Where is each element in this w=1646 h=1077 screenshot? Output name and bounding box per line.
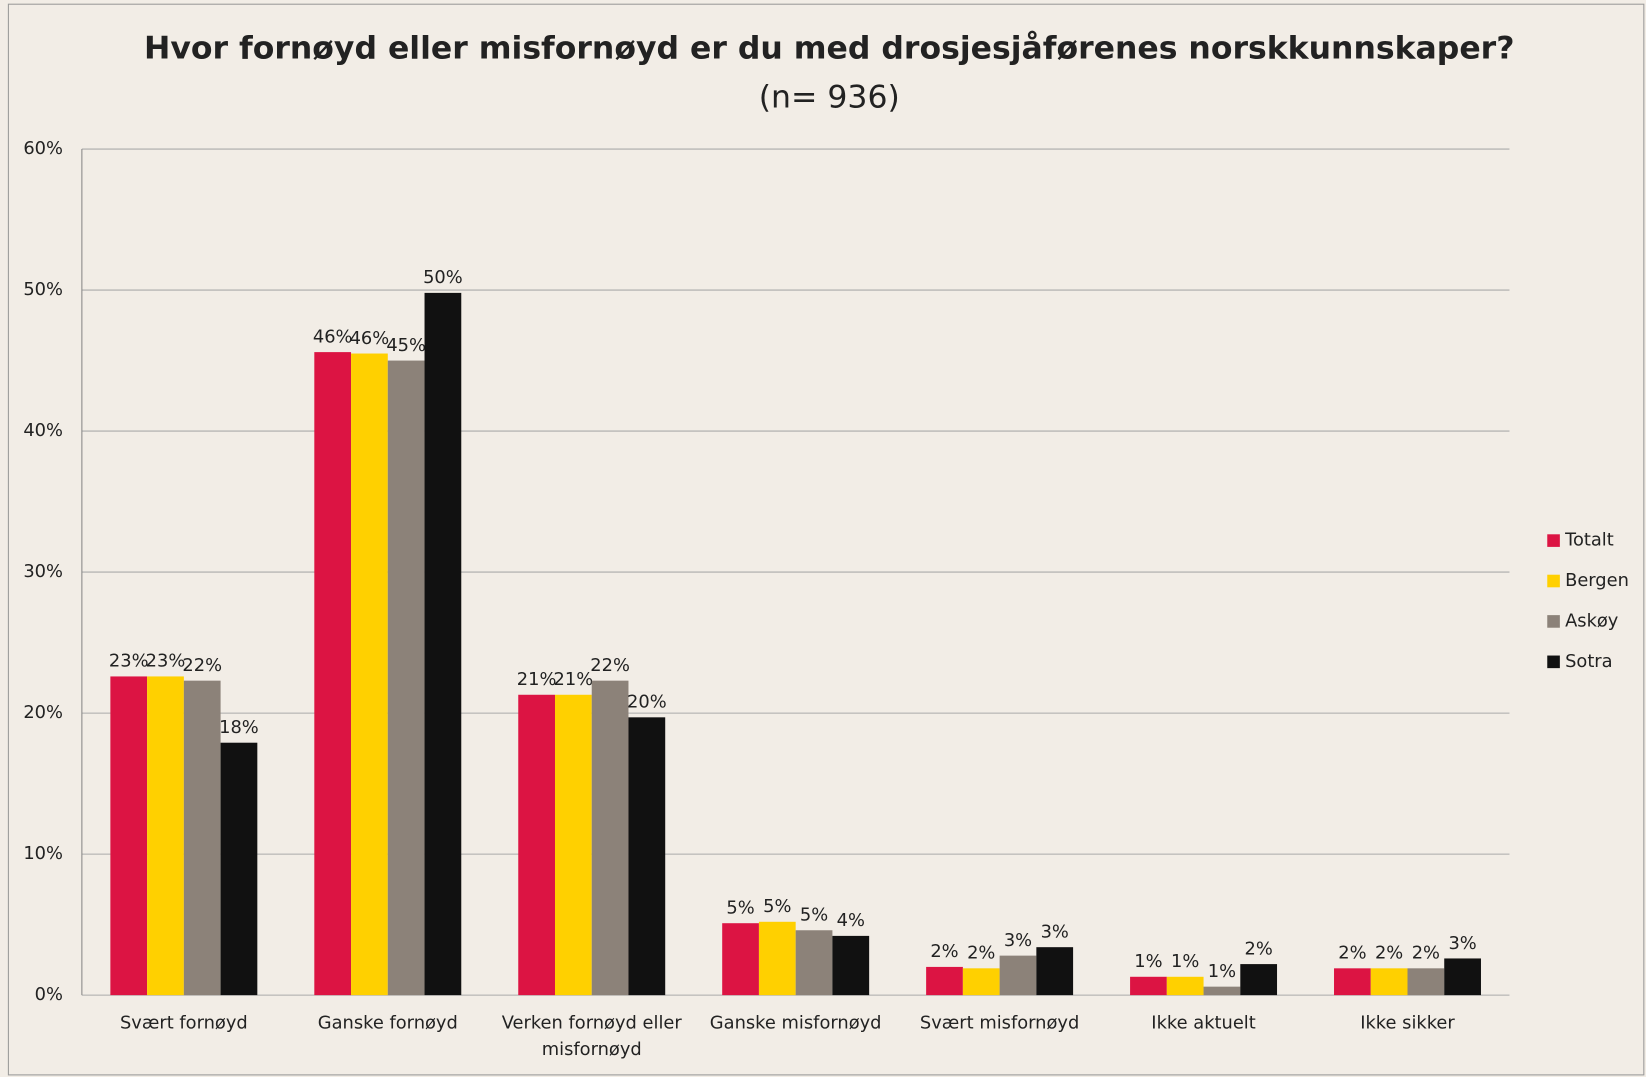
data-label: 18% [219,717,259,738]
x-tick-label: Svært misfornøyd [919,1012,1080,1034]
data-label: 3% [1448,933,1476,954]
legend-label: Totalt [1564,530,1614,551]
data-label: 2% [1245,938,1273,959]
x-tick-label: Ganske misfornøyd [709,1012,882,1034]
y-tick-label: 30% [23,561,63,582]
bar [1036,947,1074,996]
data-label: 22% [590,655,630,676]
bar [628,717,666,996]
data-label: 23% [109,651,149,672]
x-tick-label: Ikke aktuelt [1151,1012,1256,1034]
bar [962,968,1000,996]
data-label: 45% [386,335,426,356]
bar [1130,976,1167,996]
data-label: 3% [1004,930,1032,951]
x-tick-label: Svært fornøyd [119,1012,248,1034]
bar [1334,968,1371,996]
data-label: 21% [517,669,557,690]
data-label: 46% [313,326,353,347]
bar [926,966,963,996]
data-label: 3% [1041,921,1069,942]
data-label: 21% [554,669,594,690]
bar [424,292,462,996]
legend-label: Askøy [1565,610,1619,631]
data-label: 20% [627,692,667,713]
bar [351,353,388,996]
y-tick-label: 10% [23,843,63,864]
bar [758,921,796,996]
bar [1240,964,1278,996]
data-label: 50% [423,267,463,288]
data-label: 1% [1208,961,1236,982]
bar [591,680,629,996]
x-tick-label: Ganske fornøyd [317,1012,458,1034]
bar [999,955,1037,996]
y-tick-label: 60% [23,138,63,159]
legend-label: Sotra [1565,651,1612,672]
data-label: 2% [930,941,958,962]
data-label: 5% [800,905,828,926]
data-label: 2% [967,943,995,964]
y-tick-label: 0% [35,984,63,1005]
bar [183,680,221,996]
data-label: 46% [350,328,390,349]
legend-swatch [1547,574,1560,588]
data-label: 5% [726,898,754,919]
bar [147,676,184,996]
data-label: 2% [1412,943,1440,964]
bar [314,352,352,996]
data-label: 2% [1375,943,1403,964]
bar [1166,976,1204,996]
bar [554,694,592,996]
data-label: 5% [763,896,791,917]
y-tick-label: 50% [23,279,63,300]
bar [220,742,258,996]
bar [832,935,870,996]
bar [722,923,759,996]
chart-subtitle: (n= 936) [759,80,900,116]
legend-label: Bergen [1565,570,1629,591]
chart-title: Hvor fornøyd eller misfornøyd er du med … [144,29,1514,66]
data-label: 22% [182,655,222,676]
legend-swatch [1547,534,1560,547]
bar [1203,986,1241,996]
legend-swatch [1547,615,1560,628]
data-label: 23% [146,651,186,672]
data-label: 1% [1171,951,1199,972]
bar [795,930,833,996]
bar [1407,968,1445,996]
bar [110,676,148,996]
x-tick-label: Verken fornøyd eller misfornøyd [501,1012,682,1061]
data-label: 1% [1134,951,1162,972]
bar [387,360,425,996]
data-label: 2% [1338,943,1366,964]
y-tick-label: 20% [23,702,63,723]
y-tick-label: 40% [23,420,63,441]
frame [7,3,1645,1076]
bar [1444,958,1481,996]
data-label: 4% [837,910,865,931]
bar [1370,968,1408,996]
legend-swatch [1547,655,1560,669]
bar [518,694,555,996]
x-tick-label: Ikke sikker [1360,1012,1455,1034]
